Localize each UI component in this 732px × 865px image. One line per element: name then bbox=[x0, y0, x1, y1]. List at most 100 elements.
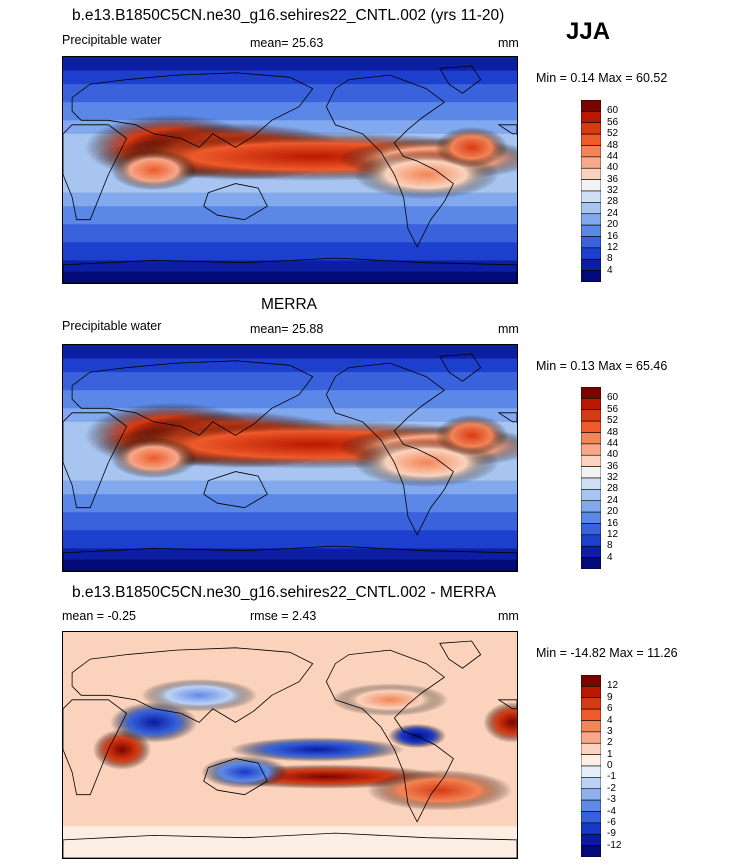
colorbar-swatch bbox=[580, 99, 602, 112]
colorbar-tick-label: 8 bbox=[607, 253, 613, 265]
season-label: JJA bbox=[566, 18, 611, 45]
colorbar-swatch bbox=[580, 708, 602, 721]
colorbar-swatch bbox=[580, 133, 602, 146]
colorbar-swatch bbox=[580, 833, 602, 846]
colorbar-swatch bbox=[580, 167, 602, 180]
colorbar-swatch bbox=[580, 190, 602, 203]
colorbar-tick-label: -9 bbox=[607, 828, 616, 840]
colorbar-tick-label: 8 bbox=[607, 540, 613, 552]
coastline bbox=[325, 362, 454, 536]
panel3-units: mm bbox=[498, 609, 519, 623]
panel1-units: mm bbox=[498, 36, 519, 50]
colorbar-tick-label: 16 bbox=[607, 230, 619, 242]
colorbar-swatch bbox=[580, 511, 602, 524]
colorbar-swatch bbox=[580, 557, 602, 570]
colorbar-tick-label: 60 bbox=[607, 105, 619, 117]
colorbar-tick-label: 16 bbox=[607, 517, 619, 529]
colorbar-swatch bbox=[580, 477, 602, 490]
colorbar-swatch bbox=[580, 534, 602, 547]
panel2-variable: Precipitable water bbox=[62, 319, 162, 333]
colorbar-tick-label: 12 bbox=[607, 528, 619, 540]
colorbar-tick-label: 32 bbox=[607, 472, 619, 483]
coastline bbox=[63, 124, 128, 221]
colorbar-tick-label: 4 bbox=[607, 551, 613, 563]
colorbar-tick-label: -6 bbox=[607, 816, 616, 828]
colorbar-tick-label: 3 bbox=[607, 725, 613, 737]
colorbar-swatch bbox=[580, 674, 602, 687]
colorbar-tick-label: 48 bbox=[607, 426, 619, 438]
colorbar-tick-label: -2 bbox=[607, 782, 616, 794]
colorbar-tick-label: 44 bbox=[607, 150, 619, 162]
panel3-mean: mean = -0.25 bbox=[62, 609, 137, 623]
colorbar-tick-label: -1 bbox=[607, 771, 616, 783]
colorbar-tick-label: 2 bbox=[607, 737, 613, 749]
coastline bbox=[325, 649, 454, 823]
colorbar-swatch bbox=[580, 213, 602, 226]
panel3-colorbar: 12 9 6 4 3 2 1 0 -1 -2 -3 -4 -6 -9 -12 bbox=[580, 674, 621, 858]
panel1-mean: mean= 25.63 bbox=[250, 36, 324, 50]
colorbar-swatch bbox=[580, 754, 602, 767]
colorbar-tick-label: 6 bbox=[607, 703, 613, 715]
colorbar-swatch bbox=[580, 454, 602, 467]
colorbar-tick-label: 56 bbox=[607, 403, 619, 415]
colorbar-tick-label: 24 bbox=[607, 207, 619, 219]
colorbar-swatch bbox=[580, 224, 602, 237]
colorbar-swatch bbox=[580, 432, 602, 445]
colorbar-tick-label: 56 bbox=[607, 116, 619, 128]
colorbar-swatch bbox=[580, 500, 602, 513]
panel1-title: b.e13.B1850C5CN.ne30_g16.sehires22_CNTL.… bbox=[72, 7, 505, 24]
colorbar-tick-label: 12 bbox=[607, 241, 619, 253]
panel1-map bbox=[62, 56, 518, 284]
coastline bbox=[63, 699, 128, 796]
colorbar-swatch bbox=[580, 686, 602, 699]
coastline bbox=[71, 72, 314, 148]
colorbar-swatch bbox=[580, 236, 602, 249]
colorbar-swatch bbox=[580, 386, 602, 399]
coastline bbox=[439, 353, 482, 382]
colorbar-tick-label: 40 bbox=[607, 162, 619, 174]
colorbar-tick-label: 44 bbox=[607, 437, 619, 449]
colorbar-swatch bbox=[580, 811, 602, 824]
panel3-rmse: rmse = 2.43 bbox=[250, 609, 317, 623]
colorbar-swatch bbox=[580, 443, 602, 456]
coastline bbox=[439, 640, 482, 669]
colorbar-tick-label: 0 bbox=[607, 760, 613, 771]
colorbar-swatch bbox=[580, 156, 602, 169]
colorbar-tick-label: 9 bbox=[607, 691, 613, 703]
colorbar-swatch bbox=[580, 822, 602, 835]
colorbar-tick-label: 20 bbox=[607, 219, 619, 231]
coastline bbox=[203, 471, 268, 509]
panel2-units: mm bbox=[498, 322, 519, 336]
colorbar-swatch bbox=[580, 489, 602, 502]
colorbar-swatch bbox=[580, 398, 602, 411]
coastline bbox=[203, 758, 268, 796]
panel2-minmax: Min = 0.13 Max = 65.46 bbox=[536, 359, 668, 373]
colorbar-tick-label: 52 bbox=[607, 415, 619, 427]
colorbar-tick-label: 48 bbox=[607, 139, 619, 151]
coastline bbox=[439, 65, 482, 94]
colorbar-swatch bbox=[580, 545, 602, 558]
colorbar-tick-label: -4 bbox=[607, 805, 616, 817]
coastline bbox=[497, 699, 517, 710]
colorbar-tick-label: 36 bbox=[607, 460, 619, 472]
colorbar-tick-label: 4 bbox=[607, 264, 613, 276]
colorbar-swatch bbox=[580, 788, 602, 801]
coastline bbox=[71, 647, 314, 723]
colorbar-swatch bbox=[580, 247, 602, 260]
panel2-title: MERRA bbox=[261, 296, 317, 313]
coastline bbox=[63, 832, 517, 858]
coastline bbox=[497, 412, 517, 423]
colorbar-swatch bbox=[580, 145, 602, 158]
panel2-mean: mean= 25.88 bbox=[250, 322, 324, 336]
colorbar-tick-label: -12 bbox=[607, 839, 622, 851]
panel3-minmax: Min = -14.82 Max = 11.26 bbox=[536, 646, 678, 660]
colorbar-swatch bbox=[580, 777, 602, 790]
colorbar-swatch bbox=[580, 466, 602, 479]
panel2-map bbox=[62, 344, 518, 572]
colorbar-tick-label: 12 bbox=[607, 680, 619, 692]
coastline bbox=[71, 360, 314, 436]
colorbar-swatch bbox=[580, 720, 602, 733]
panel3-map bbox=[62, 631, 518, 859]
coastline bbox=[63, 257, 517, 283]
colorbar-swatch bbox=[580, 765, 602, 778]
